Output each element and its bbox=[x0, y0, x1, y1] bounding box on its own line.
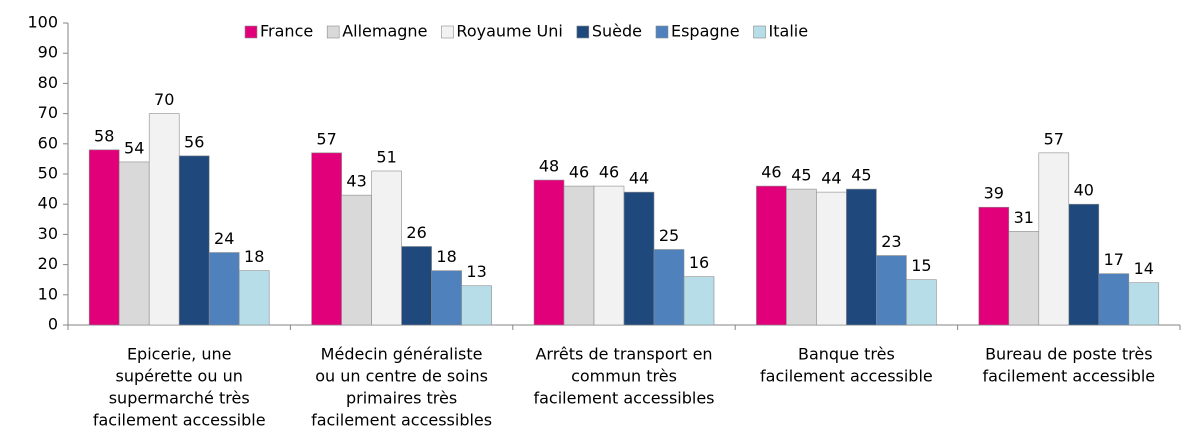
bar bbox=[816, 191, 847, 326]
bar bbox=[238, 270, 270, 326]
x-tick-label: facilement accessible bbox=[93, 411, 266, 430]
bar bbox=[371, 170, 402, 326]
y-tick-label: 30 bbox=[38, 224, 58, 243]
bar bbox=[431, 270, 462, 326]
data-label: 46 bbox=[599, 163, 619, 182]
legend-label: Italie bbox=[769, 22, 809, 41]
data-label: 56 bbox=[184, 132, 204, 151]
bar bbox=[876, 255, 907, 326]
bar bbox=[1038, 152, 1070, 326]
y-tick-label: 50 bbox=[38, 164, 58, 183]
bar bbox=[311, 152, 342, 326]
data-label: 45 bbox=[851, 166, 871, 185]
bar bbox=[1068, 203, 1100, 326]
data-label: 25 bbox=[659, 226, 679, 245]
data-label: 44 bbox=[629, 169, 649, 188]
data-label: 40 bbox=[1074, 181, 1094, 200]
data-label: 13 bbox=[466, 262, 486, 281]
bar bbox=[786, 188, 817, 326]
bar bbox=[341, 194, 372, 326]
data-label: 15 bbox=[911, 256, 931, 275]
y-tick-label: 90 bbox=[38, 43, 58, 62]
bar bbox=[563, 185, 595, 326]
data-label: 16 bbox=[689, 253, 709, 272]
x-tick-label: supérette ou un bbox=[116, 367, 243, 386]
legend-label: Royaume Uni bbox=[456, 22, 562, 41]
data-label: 23 bbox=[881, 232, 901, 251]
data-label: 44 bbox=[821, 169, 841, 188]
bar bbox=[846, 188, 877, 326]
data-label: 70 bbox=[154, 90, 174, 109]
bar bbox=[401, 246, 432, 326]
bar bbox=[178, 155, 210, 326]
legend-label: France bbox=[260, 22, 313, 41]
data-label: 46 bbox=[569, 163, 589, 182]
y-tick-label: 100 bbox=[27, 13, 58, 32]
legend-label: Allemagne bbox=[342, 22, 427, 41]
data-label: 14 bbox=[1134, 259, 1154, 278]
y-tick-label: 80 bbox=[38, 73, 58, 92]
bar bbox=[88, 149, 120, 326]
x-tick-label: ou un centre de soins bbox=[315, 367, 488, 386]
legend-swatch bbox=[244, 25, 258, 39]
x-tick-label: facilement accessible bbox=[982, 367, 1155, 386]
legend-swatch bbox=[576, 25, 590, 39]
x-tick-label: facilement accessible bbox=[760, 367, 933, 386]
x-tick-label: Arrêts de transport en bbox=[535, 345, 712, 364]
y-tick-label: 0 bbox=[48, 315, 58, 334]
x-tick-label: Bureau de poste très bbox=[985, 345, 1152, 364]
bar bbox=[1128, 282, 1160, 326]
legend-swatch bbox=[655, 25, 669, 39]
data-label: 31 bbox=[1014, 208, 1034, 227]
data-label: 48 bbox=[539, 157, 559, 176]
bar bbox=[461, 285, 492, 326]
data-label: 26 bbox=[406, 223, 426, 242]
legend-swatch bbox=[753, 25, 766, 39]
data-label: 18 bbox=[436, 247, 456, 266]
data-label: 51 bbox=[376, 147, 396, 166]
bar bbox=[533, 179, 565, 326]
data-label: 39 bbox=[984, 184, 1004, 203]
x-tick-label: facilement accessibles bbox=[533, 389, 714, 408]
legend-label: Espagne bbox=[671, 22, 740, 41]
bar bbox=[148, 113, 180, 326]
data-label: 57 bbox=[316, 129, 336, 148]
y-tick-label: 20 bbox=[38, 254, 58, 273]
x-tick-label: Médecin généraliste bbox=[321, 345, 483, 364]
x-tick-label: supermarché très bbox=[109, 389, 250, 408]
legend-label: Suède bbox=[592, 22, 642, 41]
y-tick-label: 60 bbox=[38, 133, 58, 152]
data-label: 46 bbox=[761, 163, 781, 182]
bar bbox=[1098, 273, 1130, 326]
bar bbox=[683, 276, 715, 326]
legend-swatch bbox=[326, 25, 340, 39]
bar bbox=[756, 185, 787, 326]
x-tick-label: commun très bbox=[571, 367, 677, 386]
data-label: 43 bbox=[346, 172, 366, 191]
bar bbox=[978, 206, 1010, 326]
data-label: 58 bbox=[94, 126, 114, 145]
data-label: 24 bbox=[214, 229, 234, 248]
data-label: 45 bbox=[791, 166, 811, 185]
bar bbox=[623, 191, 655, 326]
bar bbox=[906, 279, 937, 326]
x-tick-label: Banque très bbox=[798, 345, 895, 364]
x-tick-label: Epicerie, une bbox=[127, 345, 232, 364]
y-tick-label: 40 bbox=[38, 194, 58, 213]
bar bbox=[653, 249, 685, 326]
x-tick-label: primaires très bbox=[346, 389, 457, 408]
bar bbox=[118, 161, 150, 326]
data-label: 57 bbox=[1044, 129, 1064, 148]
data-label: 18 bbox=[244, 247, 264, 266]
bar bbox=[208, 252, 240, 326]
y-tick-label: 10 bbox=[38, 284, 58, 303]
bar bbox=[593, 185, 625, 326]
data-label: 54 bbox=[124, 138, 144, 157]
y-tick-label: 70 bbox=[38, 103, 58, 122]
x-tick-label: facilement accessibles bbox=[311, 411, 492, 430]
bar bbox=[1008, 231, 1040, 326]
data-label: 17 bbox=[1104, 250, 1124, 269]
legend-swatch bbox=[441, 25, 454, 39]
